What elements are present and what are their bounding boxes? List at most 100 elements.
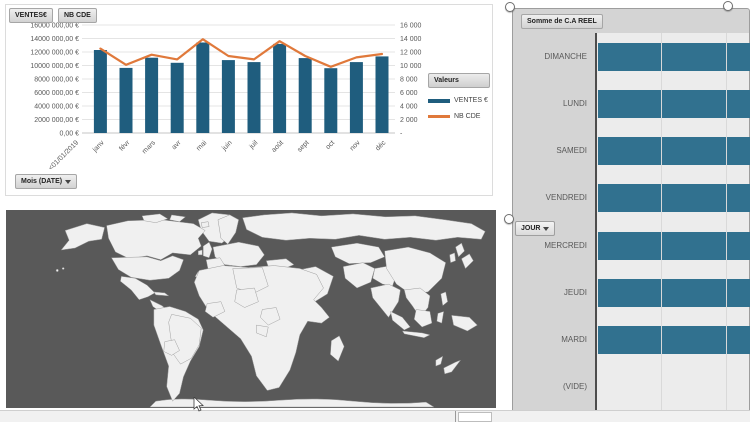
legend-label-nbcde: NB CDE: [454, 113, 481, 120]
chevron-down-icon: [65, 179, 72, 184]
svg-text:mars: mars: [141, 139, 157, 155]
legend-label-ventes: VENTES €: [454, 97, 488, 104]
svg-text:10000 000,00 €: 10000 000,00 €: [30, 63, 79, 70]
map-region-canada: [106, 219, 206, 260]
map-region-korea: [449, 252, 456, 264]
svg-text:mai: mai: [195, 139, 208, 152]
svg-text:14000 000,00 €: 14000 000,00 €: [30, 36, 79, 43]
category-label-(vide): (VIDE): [563, 382, 587, 392]
map-region-japan: [455, 242, 465, 258]
map-region-antarctica: [149, 398, 435, 408]
field-button-ventes[interactable]: VENTES€: [9, 8, 53, 23]
filter-button-mois-date[interactable]: Mois (DATE): [15, 174, 78, 189]
map-region-uk: [202, 241, 213, 259]
bar-mardi: [598, 326, 750, 355]
map-region-ireland: [198, 249, 203, 256]
map-region-hawaii: [61, 267, 65, 270]
map-region-new-zealand: [443, 359, 462, 375]
category-label-jeudi: JEUDI: [563, 287, 587, 297]
svg-text:nov: nov: [349, 139, 362, 152]
svg-text:16000 000,00 €: 16000 000,00 €: [30, 23, 79, 30]
map-region-mexico: [120, 276, 156, 300]
legend-swatch-nbcde: [428, 115, 450, 118]
map-region-madagascar: [330, 335, 345, 362]
svg-text:2000 000,00 €: 2000 000,00 €: [34, 117, 79, 124]
map-region-sumatra: [390, 311, 411, 331]
svg-text:janv: janv: [91, 139, 106, 154]
bar-dimanche: [598, 42, 750, 71]
category-axis-line: [595, 33, 597, 411]
map-region-guinea: [204, 301, 226, 318]
map-region-china: [384, 246, 446, 295]
map-region-borneo: [413, 309, 433, 328]
pane-divider: [455, 411, 456, 422]
combo-chart-panel[interactable]: 16000 000,00 € 16 000 14000 000,00 € 14 000…: [5, 4, 493, 196]
legend-values-button[interactable]: Valeurs: [428, 73, 490, 88]
svg-text:août: août: [270, 139, 285, 154]
world-map-panel[interactable]: [6, 210, 496, 408]
svg-text:16 000: 16 000: [400, 23, 422, 30]
svg-text:déc: déc: [374, 139, 387, 152]
gridline: [726, 33, 727, 411]
svg-text:14 000: 14 000: [400, 36, 422, 43]
map-region-new-zealand: [435, 355, 444, 367]
category-label-vendredi: VENDREDI: [545, 193, 587, 203]
category-axis-labels: DIMANCHE LUNDI SAMEDI VENDREDI MERCREDI JEUDI…: [513, 33, 591, 411]
svg-text:6000 000,00 €: 6000 000,00 €: [34, 90, 79, 97]
map-region-algeria: [232, 267, 269, 295]
field-button-nbcde[interactable]: NB CDE: [58, 8, 97, 23]
svg-text:10 000: 10 000: [400, 63, 422, 70]
map-region-new-guinea: [451, 315, 478, 332]
svg-text:juin: juin: [220, 139, 233, 152]
svg-text:0,00 €: 0,00 €: [60, 131, 80, 138]
map-region-cameroon: [260, 307, 281, 326]
axis-field-button-jour-label: JOUR: [521, 225, 541, 232]
category-label-samedi: SAMEDI: [556, 146, 587, 156]
choropleth-map: [6, 210, 496, 408]
svg-text:oct: oct: [325, 139, 337, 151]
field-button-somme-label: Somme de C.A REEL: [527, 18, 597, 25]
map-region-sulawesi: [436, 311, 444, 324]
category-label-mardi: MARDI: [561, 335, 587, 345]
map-region-iran: [342, 262, 375, 289]
combo-chart-plot: 16000 000,00 € 16 000 14000 000,00 € 14 000…: [30, 23, 422, 173]
map-region-java: [401, 330, 431, 338]
svg-text:<01/01/2019: <01/01/2019: [48, 139, 81, 172]
svg-text:-: -: [400, 131, 403, 138]
legend-swatch-ventes: [428, 98, 450, 103]
scrollbar-element[interactable]: [458, 412, 492, 422]
map-region-scandinavia: [217, 214, 239, 245]
bar-vendredi: [598, 184, 750, 213]
selection-handle[interactable]: [504, 214, 514, 224]
chevron-down-icon: [543, 226, 550, 231]
bar-lundi: [598, 89, 750, 118]
map-region-india: [370, 283, 401, 318]
selection-handle[interactable]: [723, 1, 733, 11]
field-button-somme-ca-reel[interactable]: Somme de C.A REEL: [521, 14, 603, 29]
legend-item-nbcde: NB CDE: [428, 113, 490, 120]
svg-text:12 000: 12 000: [400, 50, 422, 57]
svg-text:févr: févr: [118, 139, 132, 153]
map-region-usa: [111, 255, 184, 281]
field-button-nbcde-label: NB CDE: [64, 12, 91, 19]
category-label-lundi: LUNDI: [562, 98, 587, 108]
svg-text:4000 000,00 €: 4000 000,00 €: [34, 104, 79, 111]
selection-handle[interactable]: [505, 2, 515, 12]
bar-samedi: [598, 137, 750, 166]
map-region-kazakhstan: [331, 242, 385, 264]
svg-text:avr: avr: [171, 139, 183, 151]
day-bar-chart-panel[interactable]: Somme de C.A REEL DIMANCHE LUNDI SAMEDI VEN…: [512, 8, 750, 414]
svg-text:2 000: 2 000: [400, 117, 418, 124]
mouse-cursor: [193, 397, 204, 412]
sheet-bottom-strip: [0, 410, 750, 422]
bar-mercredi: [598, 231, 750, 260]
bar-chart-plot-area: [596, 33, 750, 411]
gridline: [661, 33, 662, 411]
svg-text:juil: juil: [248, 139, 260, 151]
map-region-gabon: [256, 324, 269, 338]
map-region-japan: [461, 253, 474, 269]
map-region-alaska: [60, 223, 105, 251]
axis-field-button-jour[interactable]: JOUR: [515, 221, 556, 236]
svg-text:4 000: 4 000: [400, 104, 418, 111]
